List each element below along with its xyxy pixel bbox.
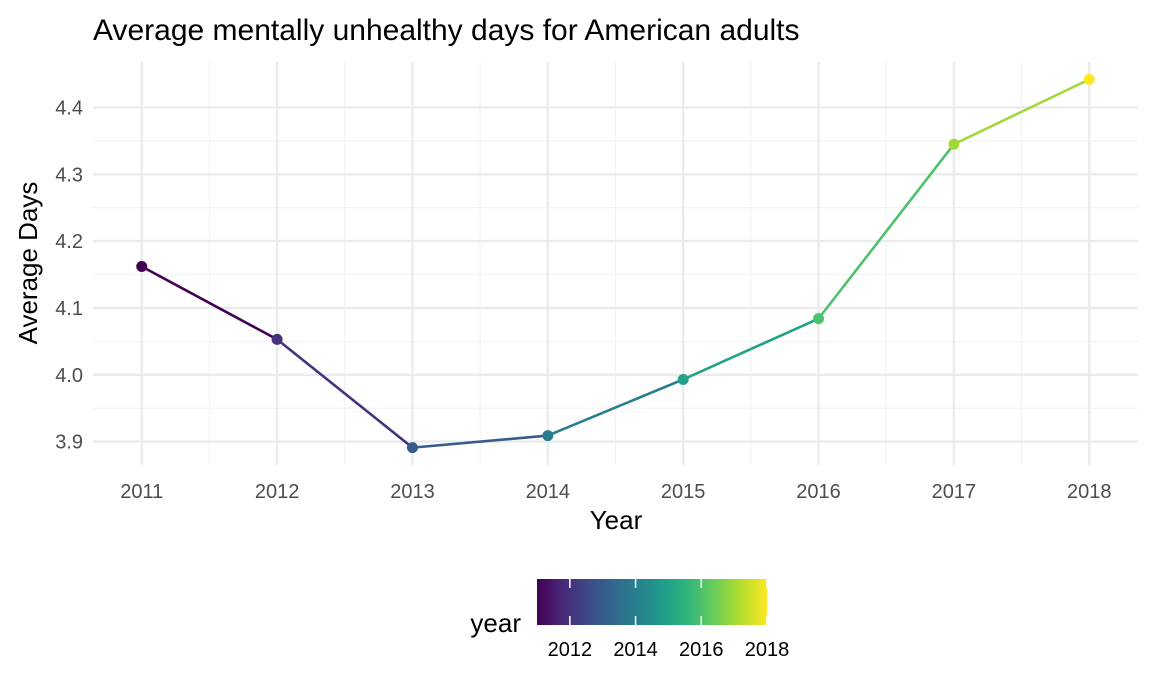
data-point	[948, 138, 960, 150]
data-point	[542, 430, 554, 442]
y-tick-label: 4.1	[55, 298, 83, 320]
x-tick-label: 2017	[932, 481, 977, 503]
line-segment	[411, 434, 550, 449]
line-segment	[546, 378, 685, 437]
x-tick-label: 2018	[1067, 481, 1112, 503]
x-tick-label: 2015	[661, 481, 706, 503]
legend-tick-label: 2012	[548, 639, 593, 661]
line-segment	[140, 265, 279, 341]
data-point	[406, 442, 418, 454]
line-segment	[817, 142, 956, 320]
legend-tick-label: 2016	[679, 639, 724, 661]
x-axis-title: Year	[590, 505, 643, 535]
chart-title: Average mentally unhealthy days for Amer…	[93, 14, 800, 47]
x-tick-label: 2013	[390, 481, 435, 503]
y-tick-label: 4.0	[55, 365, 83, 387]
x-tick-label: 2014	[526, 481, 571, 503]
data-point	[136, 261, 148, 273]
legend-ticks: 2012 2014 2016 2018	[548, 579, 790, 661]
line-segment	[681, 317, 820, 381]
x-tick-label: 2011	[120, 481, 163, 503]
y-axis-title: Average Days	[13, 182, 43, 345]
series-points	[136, 73, 1095, 454]
x-tick-label: 2012	[255, 481, 300, 503]
legend-tick-label: 2014	[613, 639, 658, 661]
grid	[93, 62, 1138, 465]
data-point	[1083, 73, 1095, 85]
line-segment	[952, 78, 1091, 146]
y-tick-label: 4.2	[55, 231, 83, 253]
y-tick-label: 3.9	[55, 432, 83, 454]
color-legend: year 2012 2014 2016 2018	[470, 579, 789, 661]
data-point	[677, 373, 689, 385]
y-axis-ticks: 3.9 4.0 4.1 4.2 4.3 4.4	[55, 97, 83, 453]
data-point	[813, 313, 825, 325]
legend-colorbar	[537, 579, 767, 625]
x-tick-label: 2016	[796, 481, 841, 503]
x-axis-ticks: 2011 2012 2013 2014 2015 2016 2017 2018	[120, 481, 1111, 503]
y-tick-label: 4.4	[55, 97, 83, 119]
series-line	[140, 78, 1091, 449]
line-segment	[275, 338, 414, 449]
legend-tick-label: 2018	[745, 639, 790, 661]
legend-title: year	[470, 608, 521, 638]
y-tick-label: 4.3	[55, 164, 83, 186]
data-point	[271, 333, 283, 345]
